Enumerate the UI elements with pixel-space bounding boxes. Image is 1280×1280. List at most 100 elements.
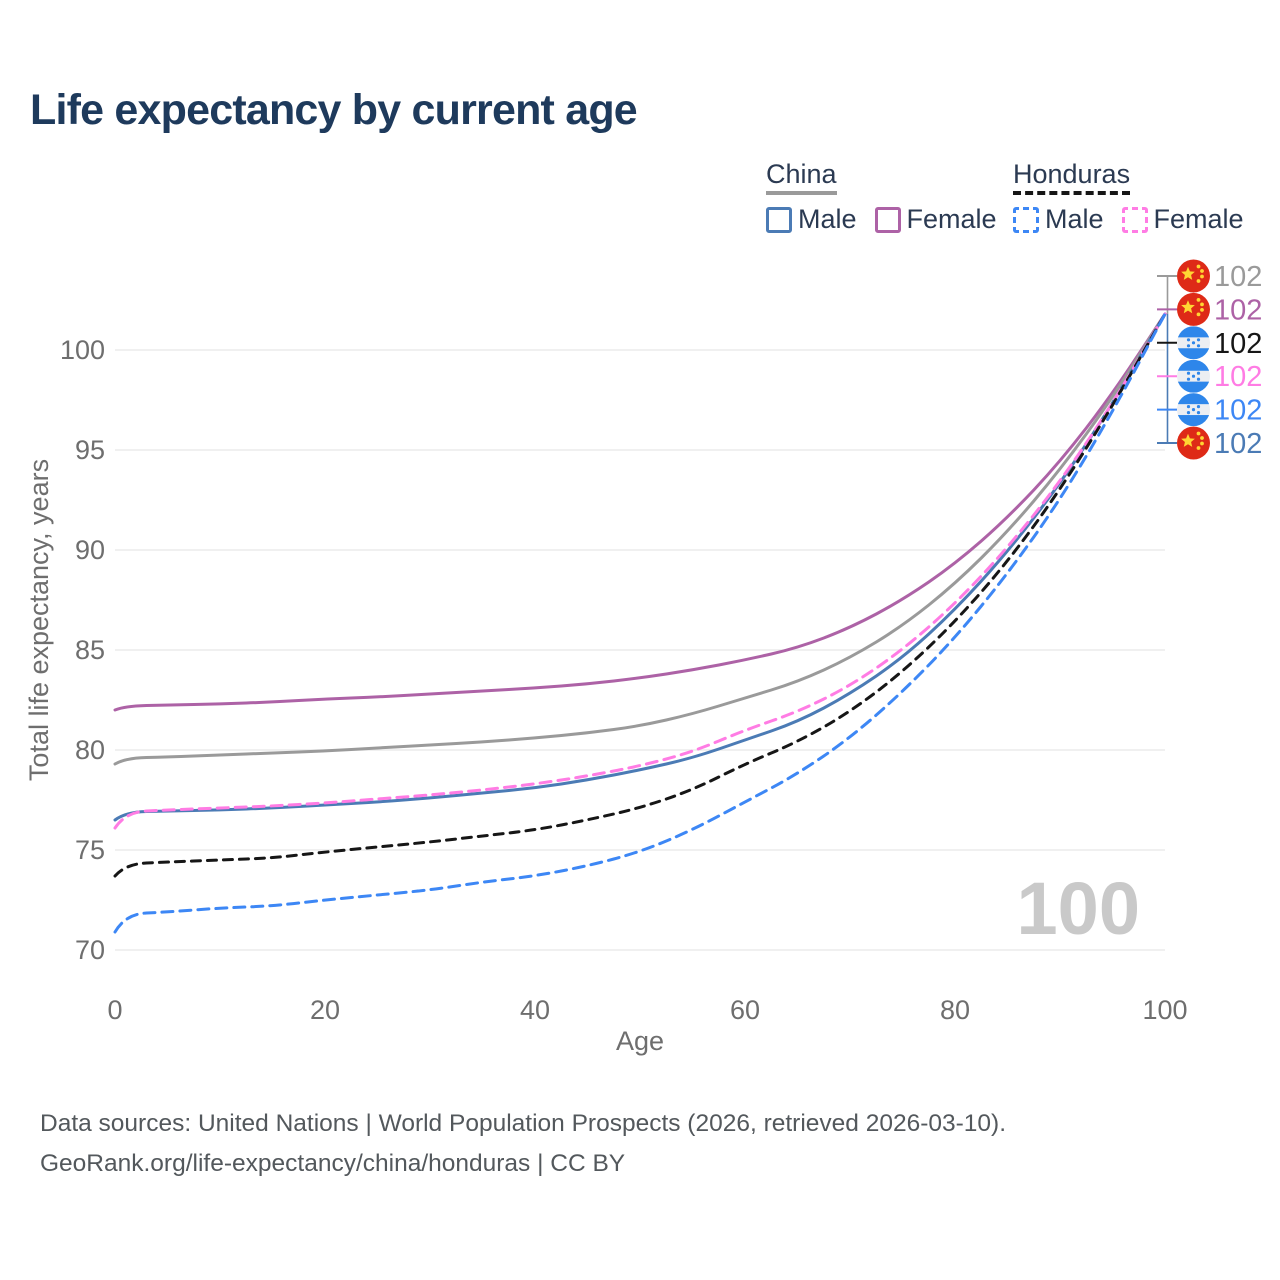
flag-star-dot	[1186, 405, 1191, 409]
flag-bands	[1177, 359, 1210, 393]
end-label-value: 102	[1214, 328, 1262, 360]
flag-small-star	[1200, 441, 1204, 446]
y-tick-label: 90	[75, 535, 105, 565]
legend-label-honduras-female: Female	[1153, 204, 1244, 235]
flag-star-dot	[1186, 411, 1191, 415]
end-label-row: 102	[1157, 259, 1262, 293]
chart-footer: Data sources: United Nations | World Pop…	[40, 1104, 1006, 1184]
y-tick-label: 80	[75, 735, 105, 765]
end-label-row: 102	[1157, 359, 1262, 393]
flag-small-star	[1200, 269, 1204, 273]
flag-star-dot	[1196, 377, 1201, 381]
footer-source-link[interactable]: GeoRank.org/life-expectancy/china/hondur…	[40, 1150, 626, 1177]
flag-small-star	[1200, 274, 1204, 279]
flag-star-dot	[1191, 341, 1196, 345]
y-tick-label: 85	[75, 635, 105, 665]
legend-row-china: Male Female	[766, 204, 997, 235]
china-flag-icon	[1177, 259, 1210, 293]
flag-star-dot	[1196, 371, 1201, 375]
series-line-honduras-both-sexes[interactable]	[113, 312, 1167, 878]
y-axis-title: Total life expectancy, years	[24, 459, 54, 781]
flag-bands	[1177, 326, 1210, 360]
legend-label-china-male: Male	[798, 204, 857, 235]
x-tick-label: 80	[940, 995, 970, 1025]
end-label-value: 102	[1214, 294, 1262, 326]
x-tick-label: 40	[520, 995, 550, 1025]
y-tick-label: 95	[75, 435, 105, 465]
flag-star-dot	[1196, 338, 1201, 342]
end-label-value: 102	[1214, 361, 1262, 393]
china-male-swatch-icon	[766, 206, 792, 233]
flag-big-star	[1181, 266, 1195, 280]
flag-small-star	[1196, 431, 1201, 436]
flag-small-star	[1200, 308, 1204, 312]
china-female-swatch-icon	[874, 206, 901, 233]
flag-star-dot	[1186, 371, 1191, 375]
honduras-flag-icon	[1177, 326, 1210, 360]
x-tick-label: 20	[310, 995, 340, 1025]
legend-country-honduras[interactable]: Honduras	[1013, 160, 1131, 196]
flag-star-dot	[1196, 405, 1201, 409]
flag-small-star	[1196, 279, 1201, 283]
flag-star-dot	[1191, 374, 1196, 378]
legend-label-china-female: Female	[906, 204, 997, 235]
x-tick-label: 0	[107, 995, 122, 1025]
flag-star-dot	[1191, 408, 1196, 412]
flag-band-bottom	[1177, 415, 1210, 427]
flag-star-dot	[1186, 377, 1191, 381]
y-tick-label: 75	[75, 835, 105, 865]
honduras-flag-icon	[1177, 393, 1210, 427]
end-label-row: 102	[1157, 393, 1262, 427]
legend-country-china[interactable]: China	[766, 160, 837, 196]
legend-item-honduras-male[interactable]: Male	[1013, 204, 1104, 235]
flag-band-top	[1177, 326, 1210, 338]
flag-star-dot	[1186, 344, 1191, 348]
footer-data-sources: Data sources: United Nations | World Pop…	[40, 1110, 1007, 1137]
china-flag-icon	[1177, 426, 1210, 460]
flag-star-dot	[1186, 338, 1191, 342]
y-tick-label: 100	[60, 335, 105, 365]
x-tick-label: 100	[1142, 995, 1187, 1025]
legend-item-china-female[interactable]: Female	[874, 204, 997, 235]
legend-group-china: China Male Female	[766, 160, 997, 235]
series-line-china-female[interactable]	[113, 312, 1167, 712]
honduras-male-swatch-icon	[1013, 206, 1039, 233]
flag-big-star	[1181, 300, 1195, 314]
legend-group-honduras: Honduras Male Female	[1013, 160, 1244, 235]
end-label-row: 102	[1157, 426, 1262, 460]
series-line-honduras-female[interactable]	[113, 312, 1167, 830]
flag-star-dot	[1196, 411, 1201, 415]
flag-small-star	[1196, 446, 1201, 450]
flag-small-star	[1200, 302, 1204, 307]
legend-label-honduras-male: Male	[1045, 204, 1104, 235]
flag-band-top	[1177, 393, 1210, 405]
flag-bands	[1177, 393, 1210, 427]
flag-small-star	[1200, 436, 1204, 440]
flag-band-bottom	[1177, 348, 1210, 360]
flag-small-star	[1196, 298, 1201, 302]
end-label-value: 102	[1214, 428, 1262, 460]
legend-row-honduras: Male Female	[1013, 204, 1244, 235]
age-indicator-watermark: 100	[1016, 867, 1140, 950]
flag-bg	[1177, 259, 1210, 293]
flag-bg	[1177, 292, 1210, 326]
series-line-china-male[interactable]	[113, 312, 1167, 822]
legend-item-china-male[interactable]: Male	[766, 204, 857, 235]
flag-bg	[1177, 426, 1210, 460]
end-label-value: 102	[1214, 261, 1262, 293]
y-tick-label: 70	[75, 935, 105, 965]
series-line-china-both-sexes[interactable]	[113, 312, 1167, 766]
honduras-flag-icon	[1177, 359, 1210, 393]
series-line-honduras-male[interactable]	[113, 312, 1167, 934]
chart-title: Life expectancy by current age	[30, 86, 638, 134]
end-label-row: 102	[1157, 326, 1262, 360]
honduras-female-swatch-icon	[1121, 206, 1148, 233]
flag-band-top	[1177, 359, 1210, 371]
flag-big-star	[1181, 433, 1195, 447]
end-label-value: 102	[1214, 395, 1262, 427]
flag-small-star	[1196, 264, 1201, 269]
x-axis-title: Age	[616, 1026, 664, 1056]
legend-item-honduras-female[interactable]: Female	[1121, 204, 1244, 235]
